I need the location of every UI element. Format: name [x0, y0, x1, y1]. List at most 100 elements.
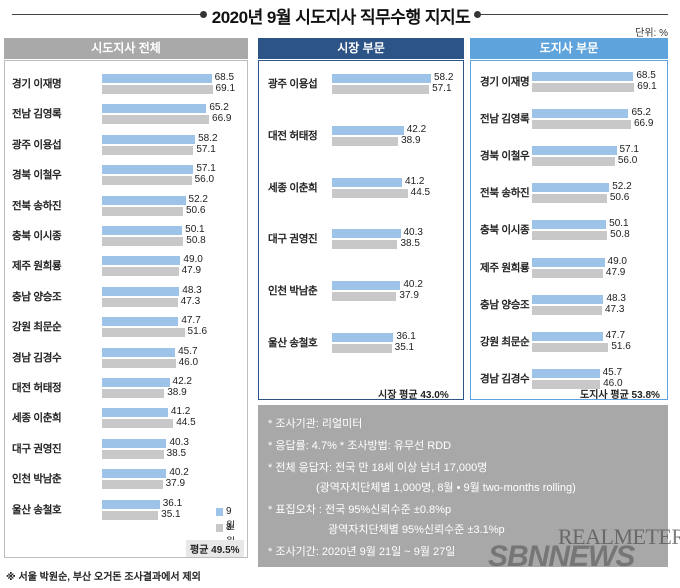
value-label: 48.3 [182, 284, 202, 296]
bar-aug [102, 328, 185, 338]
value-label: 40.3 [403, 227, 423, 239]
value-label: 47.7 [605, 329, 626, 341]
value-label: 41.2 [405, 175, 425, 187]
average-mayor: 시장 평균 43.0% [378, 390, 449, 401]
category-label: 충북 이시종 [12, 230, 62, 242]
page-title: 2020년 9월 시도지사 직무수행 지지도 [211, 8, 471, 27]
category-label: 세종 이춘희 [268, 181, 318, 194]
bar-aug [102, 237, 184, 246]
bar-aug [332, 240, 398, 250]
value-label: 40.2 [169, 467, 189, 479]
category-label: 충남 양승조 [480, 298, 530, 311]
category-label: 전남 김영록 [12, 108, 62, 121]
bar-sep [532, 257, 605, 267]
category-label: 전남 김영록 [480, 113, 530, 126]
title-rule-left [12, 14, 204, 15]
bar-sep [102, 226, 183, 235]
value-label: 42.2 [172, 376, 192, 387]
value-label: 35.1 [394, 342, 415, 353]
value-label: 46.0 [603, 377, 623, 389]
bar-aug [102, 115, 210, 125]
unit-label: 단위: % [635, 28, 668, 39]
bar-sep [532, 294, 604, 304]
value-label: 47.7 [181, 315, 201, 327]
category-label: 경기 이재명 [12, 78, 62, 90]
bar-sep [332, 125, 404, 135]
bar-aug [102, 449, 164, 459]
category-label: 경북 이철우 [480, 150, 530, 163]
panel-all-title: 시도지사 전체 [4, 38, 248, 59]
value-label: 50.1 [185, 224, 205, 235]
value-label: 42.2 [406, 123, 427, 135]
category-label: 세종 이춘희 [12, 412, 62, 425]
value-label: 52.2 [612, 181, 632, 193]
bar-sep [102, 134, 196, 144]
value-label: 40.3 [169, 436, 189, 448]
value-label: 50.1 [609, 218, 629, 230]
note-response: * 응답률: 4.7% * 조사방법: 유무선 RDD [268, 440, 452, 452]
bar-sep [102, 499, 160, 509]
value-label: 35.1 [161, 508, 181, 520]
bar-aug [102, 510, 159, 520]
watermark-realmeter: REALMETER [558, 524, 680, 549]
category-label: 울산 송철호 [268, 337, 318, 349]
category-label: 충북 이시종 [480, 224, 530, 237]
title-bar: 2020년 9월 시도지사 직무수행 지지도 [0, 0, 680, 30]
bar-sep [102, 104, 207, 114]
value-label: 37.9 [399, 290, 419, 302]
note-period: * 조사기간: 2020년 9월 21일 ~ 9월 27일 [268, 546, 456, 558]
bar-aug [102, 297, 178, 307]
category-label: 강원 최문순 [480, 335, 530, 348]
value-label: 58.2 [198, 132, 218, 144]
bar-aug [102, 267, 179, 277]
legend-label-sep: 9월 [226, 506, 236, 532]
bar-sep [532, 146, 617, 156]
value-label: 38.5 [400, 238, 420, 250]
bar-sep [532, 183, 610, 193]
bar-sep [332, 177, 403, 187]
category-label: 인천 박남춘 [268, 285, 318, 298]
bar-sep [102, 286, 180, 296]
bar-sep [532, 220, 607, 230]
value-label: 57.1 [432, 83, 452, 94]
category-label: 경남 김경수 [480, 372, 530, 385]
bar-sep [332, 281, 401, 291]
value-label: 45.7 [602, 366, 623, 378]
legend-swatch-sep [216, 508, 223, 516]
value-label: 56.0 [617, 155, 638, 167]
value-label: 68.5 [214, 72, 235, 83]
value-label: 51.6 [187, 326, 208, 338]
value-label: 44.5 [176, 417, 196, 429]
value-label: 45.7 [178, 345, 198, 357]
bar-aug [102, 480, 163, 490]
bar-sep [102, 347, 176, 357]
bar-sep [102, 317, 179, 327]
value-label: 49.0 [607, 255, 627, 267]
category-label: 제주 원희룡 [480, 261, 530, 274]
category-label: 강원 최문순 [12, 321, 62, 334]
bar-aug [102, 389, 165, 398]
bar-aug [532, 342, 609, 352]
bar-aug [332, 136, 399, 146]
category-label: 전북 송하진 [480, 187, 530, 200]
value-label: 50.6 [185, 204, 206, 216]
value-label: 66.9 [634, 118, 654, 130]
bar-aug [332, 188, 408, 198]
value-label: 47.3 [180, 295, 201, 307]
category-label: 대구 권영진 [268, 233, 318, 246]
bar-sep [532, 72, 634, 81]
watermark-sbnnews: SBNNEWS [488, 540, 635, 573]
bar-sep [102, 74, 212, 83]
panel-mayor-title: 시장 부문 [258, 38, 464, 59]
bar-sep [102, 469, 167, 479]
bar-sep [102, 165, 194, 175]
value-label: 41.2 [170, 406, 191, 418]
value-label: 47.9 [181, 265, 202, 277]
bar-aug [102, 206, 183, 216]
value-label: 57.1 [619, 144, 639, 156]
category-label: 울산 송철호 [12, 503, 62, 516]
bar-aug [102, 176, 192, 186]
title-dot-right [474, 11, 481, 18]
category-label: 전북 송하진 [12, 199, 62, 212]
category-label: 대전 허태정 [268, 129, 318, 142]
